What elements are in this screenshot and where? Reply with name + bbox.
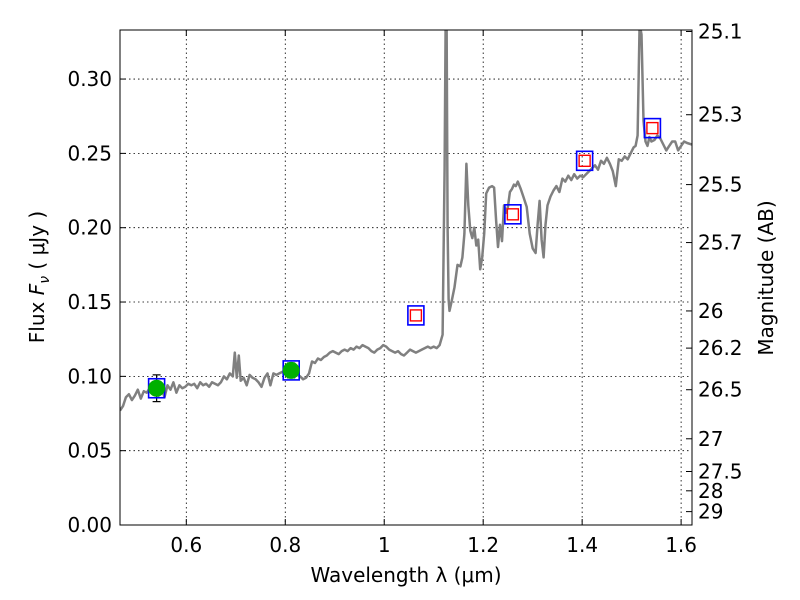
photometry-point (504, 204, 522, 225)
x-tick-label: 1.6 (665, 533, 697, 557)
y2-tick-label: 27 (698, 427, 723, 451)
y2-tick-label: 25.5 (698, 173, 743, 197)
observed-flux-square (575, 150, 594, 172)
x-tick-label: 0.8 (269, 533, 301, 557)
y2-tick-label: 27.5 (698, 459, 743, 483)
photometry-point (407, 305, 425, 326)
photometry-point (643, 117, 662, 139)
y-tick-label: 0.15 (67, 290, 112, 314)
y2-tick-label: 26.5 (698, 378, 743, 402)
x-tick-label: 1.4 (566, 533, 598, 557)
model-flux-marker (409, 309, 423, 322)
plot-area (120, 30, 692, 412)
y-tick-label: 0.10 (67, 364, 112, 388)
y2-tick-label: 25.1 (698, 19, 743, 43)
x-axis-label: Wavelength λ (μm) (310, 563, 501, 587)
y2-tick-label: 29 (698, 500, 723, 524)
photometry-point (282, 360, 301, 381)
y-tick-label: 0.00 (67, 513, 112, 537)
observed-flux-square (504, 204, 522, 225)
photometry-points (147, 117, 662, 403)
y2-axis-label: Magnitude (AB) (754, 200, 778, 355)
y2-tick-label: 25.3 (698, 103, 743, 127)
y-tick-label: 0.05 (67, 439, 112, 463)
observed-flux-square (643, 117, 662, 139)
x-tick-label: 1 (378, 533, 391, 557)
y-tick-label: 0.30 (67, 67, 112, 91)
photometry-point (575, 150, 594, 172)
observed-flux-marker (148, 379, 166, 397)
y-tick-label: 0.20 (67, 216, 112, 240)
model-flux-marker (646, 121, 659, 135)
y2-tick-label: 26 (698, 299, 723, 323)
axis-ticks (120, 30, 692, 526)
x-tick-labels: 0.6 0.8 1 1.2 1.4 1.6 (170, 533, 697, 557)
y-tick-labels: 0.00 0.05 0.10 0.15 0.20 0.25 0.30 (67, 67, 112, 537)
plot-frame (119, 29, 693, 526)
model-flux-marker (578, 154, 591, 168)
model-flux-marker (506, 208, 520, 221)
observed-flux-marker (282, 361, 300, 379)
x-tick-label: 0.6 (170, 533, 202, 557)
y2-tick-label: 26.2 (698, 336, 743, 360)
model-spectrum-line (120, 30, 692, 412)
y2-tick-label: 28 (698, 479, 723, 503)
x-tick-label: 1.2 (467, 533, 499, 557)
observed-flux-square (407, 305, 425, 326)
grid (120, 30, 692, 525)
y-axis-label: Flux Fν ( μJy ) (25, 211, 53, 343)
y2-tick-label: 25.7 (698, 231, 743, 255)
y-tick-label: 0.25 (67, 141, 112, 165)
photometry-point (147, 374, 166, 403)
